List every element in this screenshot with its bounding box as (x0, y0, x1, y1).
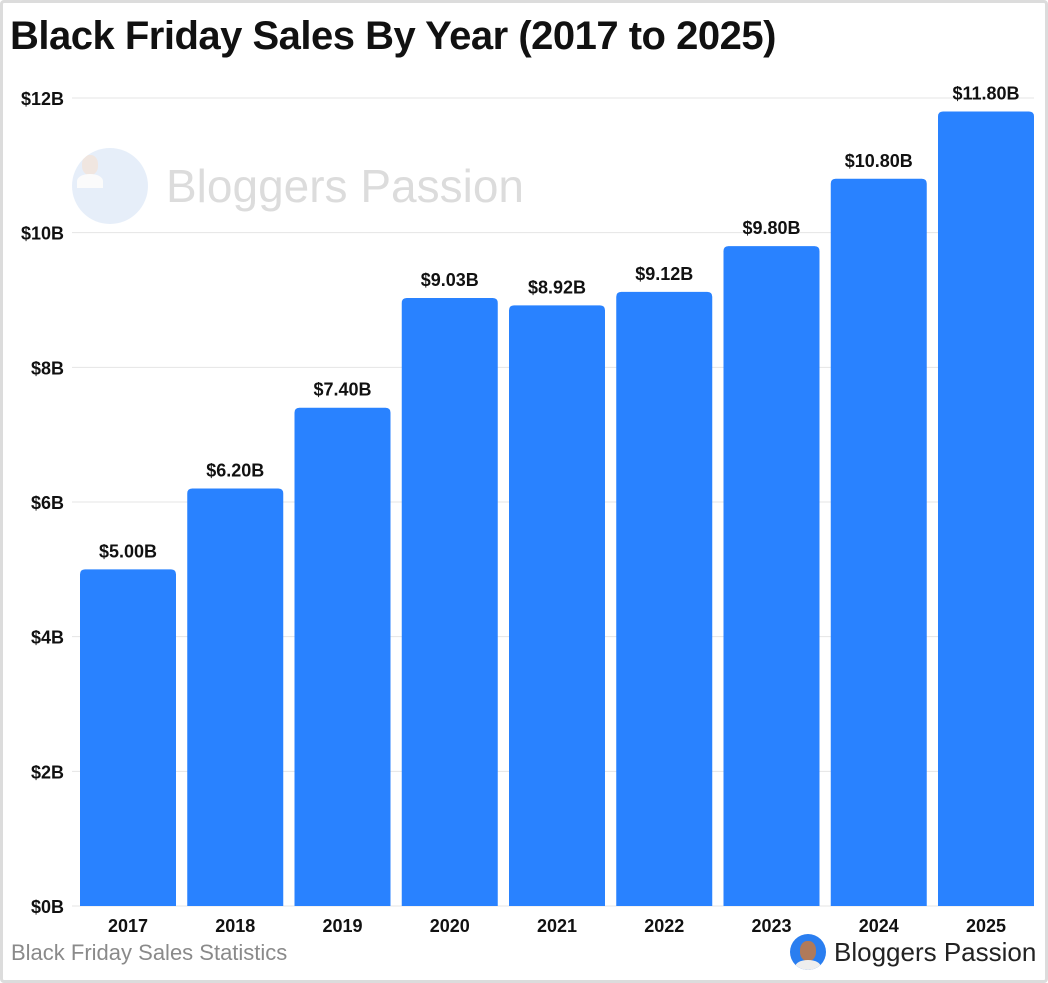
bar (723, 246, 820, 907)
bar (401, 297, 498, 907)
bar (294, 407, 391, 906)
chart-title: Black Friday Sales By Year (2017 to 2025… (10, 14, 776, 58)
brand-avatar (790, 934, 826, 970)
footer-brand: Bloggers Passion (790, 934, 1036, 970)
y-tick-label: $10B (21, 224, 64, 244)
data-label: $6.20B (206, 461, 264, 481)
y-tick-label: $12B (21, 89, 64, 109)
x-tick-label: 2018 (215, 916, 255, 936)
x-tick-label: 2025 (966, 916, 1006, 936)
brand-name: Bloggers Passion (834, 936, 1037, 967)
y-tick-label: $2B (31, 762, 64, 782)
data-label: $9.03B (421, 270, 479, 290)
x-tick-label: 2023 (751, 916, 791, 936)
bar (616, 291, 713, 906)
bar (830, 178, 927, 907)
data-label: $10.80B (845, 151, 913, 171)
y-tick-label: $4B (31, 628, 64, 648)
x-tick-label: 2020 (430, 916, 470, 936)
data-label: $8.92B (528, 277, 586, 297)
data-label: $9.12B (635, 264, 693, 284)
watermark-text: Bloggers Passion (166, 160, 524, 212)
footer-caption: Black Friday Sales Statistics (11, 940, 288, 965)
x-tick-label: 2024 (859, 916, 899, 936)
x-tick-label: 2022 (644, 916, 684, 936)
bar (509, 305, 605, 906)
data-label: $5.00B (99, 541, 157, 561)
data-label: $9.80B (742, 218, 800, 238)
bar (80, 569, 176, 906)
x-tick-label: 2021 (537, 916, 577, 936)
bar (938, 111, 1034, 906)
y-tick-label: $6B (31, 493, 64, 513)
data-label: $11.80B (952, 83, 1019, 103)
bar (187, 488, 284, 906)
x-tick-label: 2019 (322, 916, 362, 936)
watermark: Bloggers Passion (72, 148, 524, 224)
y-tick-label: $8B (31, 358, 64, 378)
data-label: $7.40B (313, 380, 371, 400)
x-tick-label: 2017 (108, 916, 148, 936)
y-tick-label: $0B (31, 897, 64, 917)
watermark-avatar (72, 148, 148, 224)
